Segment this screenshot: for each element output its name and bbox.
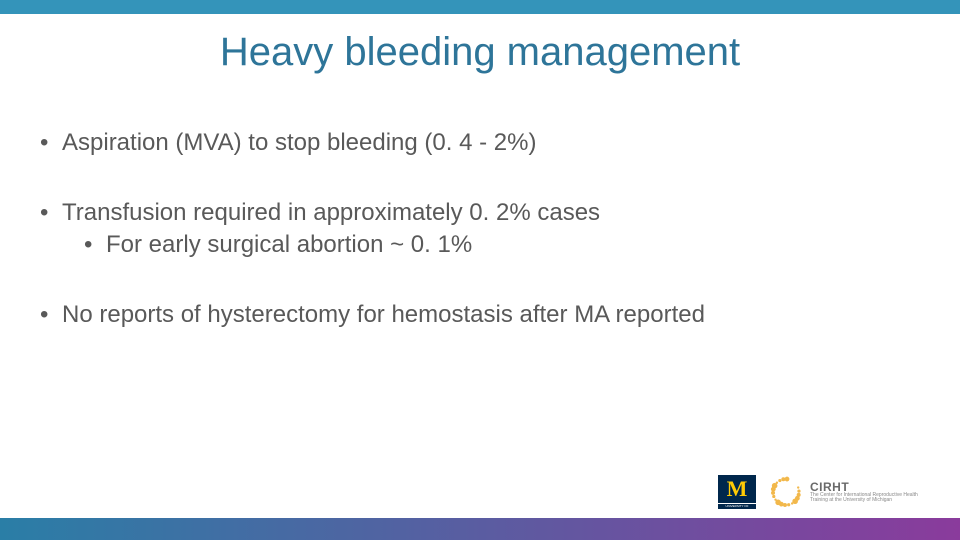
- bullet-list: Aspiration (MVA) to stop bleeding (0. 4 …: [40, 128, 920, 330]
- umich-block-m: M: [718, 475, 756, 503]
- top-accent-bar: [0, 0, 960, 14]
- bullet-item: Transfusion required in approximately 0.…: [40, 198, 920, 260]
- slide-body: Aspiration (MVA) to stop bleeding (0. 4 …: [40, 128, 920, 370]
- cirht-dots-icon: [768, 474, 804, 510]
- slide: Heavy bleeding management Aspiration (MV…: [0, 0, 960, 540]
- sub-bullet-text: For early surgical abortion ~ 0. 1%: [106, 231, 472, 258]
- cirht-logo: CIRHT The Center for International Repro…: [768, 474, 930, 510]
- slide-title: Heavy bleeding management: [0, 30, 960, 75]
- footer-logos: M UNIVERSITY OF MICHIGAN CIRHT The Cente…: [718, 474, 930, 510]
- umich-logo: M UNIVERSITY OF MICHIGAN: [718, 475, 756, 509]
- umich-bar: UNIVERSITY OF MICHIGAN: [718, 504, 756, 509]
- bullet-text: No reports of hysterectomy for hemostasi…: [62, 301, 705, 328]
- bullet-item: Aspiration (MVA) to stop bleeding (0. 4 …: [40, 128, 920, 158]
- cirht-sub: The Center for International Reproductiv…: [810, 493, 930, 503]
- bullet-text: Aspiration (MVA) to stop bleeding (0. 4 …: [62, 129, 536, 156]
- cirht-text: CIRHT The Center for International Repro…: [810, 481, 930, 503]
- bullet-text: Transfusion required in approximately 0.…: [62, 199, 600, 226]
- sub-bullet-item: For early surgical abortion ~ 0. 1%: [84, 230, 920, 260]
- bottom-accent-bar: [0, 518, 960, 540]
- sub-bullet-list: For early surgical abortion ~ 0. 1%: [62, 230, 920, 260]
- bullet-item: No reports of hysterectomy for hemostasi…: [40, 300, 920, 330]
